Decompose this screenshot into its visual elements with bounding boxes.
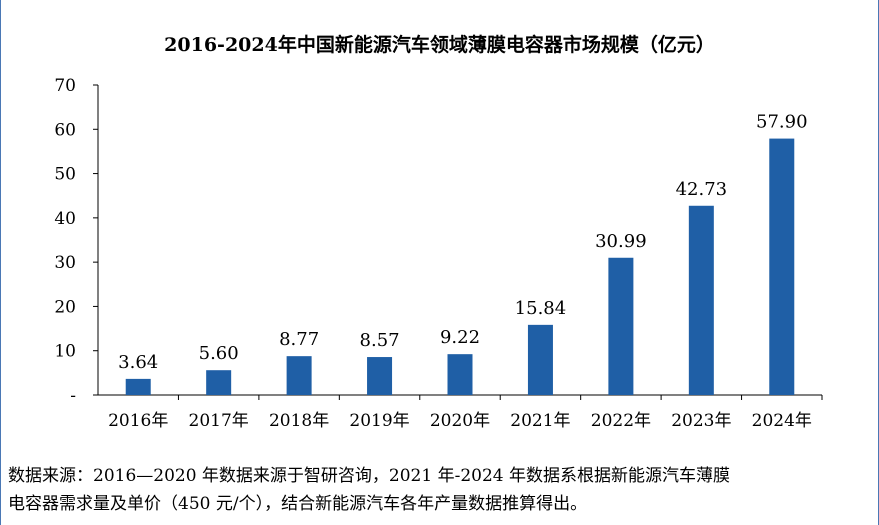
x-tick-label: 2018年 [269,411,329,431]
data-label: 57.90 [756,112,808,133]
y-tick-label: 50 [54,165,76,185]
x-tick-label: 2016年 [108,411,168,431]
chart-title: 2016-2024年中国新能源汽车领域薄膜电容器市场规模（亿元） [164,34,715,56]
x-tick-label: 2023年 [671,411,731,431]
source-note-line-1: 数据来源：2016—2020 年数据来源于智研咨询，2021 年-2024 年数… [8,466,731,486]
bar [688,205,714,395]
bar [206,370,232,395]
x-tick-label: 2021年 [510,411,570,431]
data-label: 15.84 [515,298,567,319]
data-label: 42.73 [676,179,728,200]
bar [286,356,312,395]
data-label: 8.77 [279,329,319,350]
y-tick-label: - [70,386,76,406]
x-tick-label: 2022年 [591,411,651,431]
data-label: 30.99 [595,231,647,252]
y-tick-label: 40 [54,209,76,229]
x-tick-label: 2017年 [189,411,249,431]
data-label: 9.22 [440,327,480,348]
y-tick-label: 20 [54,297,76,317]
bar-chart: - 10 20 30 40 50 60 70 3.64 2016年 5.60 2017年 8.77 201… [54,76,823,431]
y-tick-label: 10 [54,342,76,362]
data-label: 8.57 [360,330,400,351]
x-tick-label: 2024年 [752,411,812,431]
data-label: 5.60 [199,343,239,364]
y-tick-label: 30 [54,253,76,273]
bar [447,354,473,395]
bar [769,138,795,396]
bar [527,324,553,395]
data-label: 3.64 [118,352,158,373]
x-tick-label: 2020年 [430,411,490,431]
source-note: 数据来源：2016—2020 年数据来源于智研咨询，2021 年-2024 年数… [8,462,870,518]
bar [367,357,393,395]
y-tick-label: 60 [54,120,76,140]
y-tick-label: 70 [54,76,76,96]
x-tick-label: 2019年 [349,411,409,431]
source-note-line-2: 电容器需求量及单价（450 元/个），结合新能源汽车各年产量数据推算得出。 [8,494,588,514]
bar [608,257,634,395]
bar [125,378,151,395]
